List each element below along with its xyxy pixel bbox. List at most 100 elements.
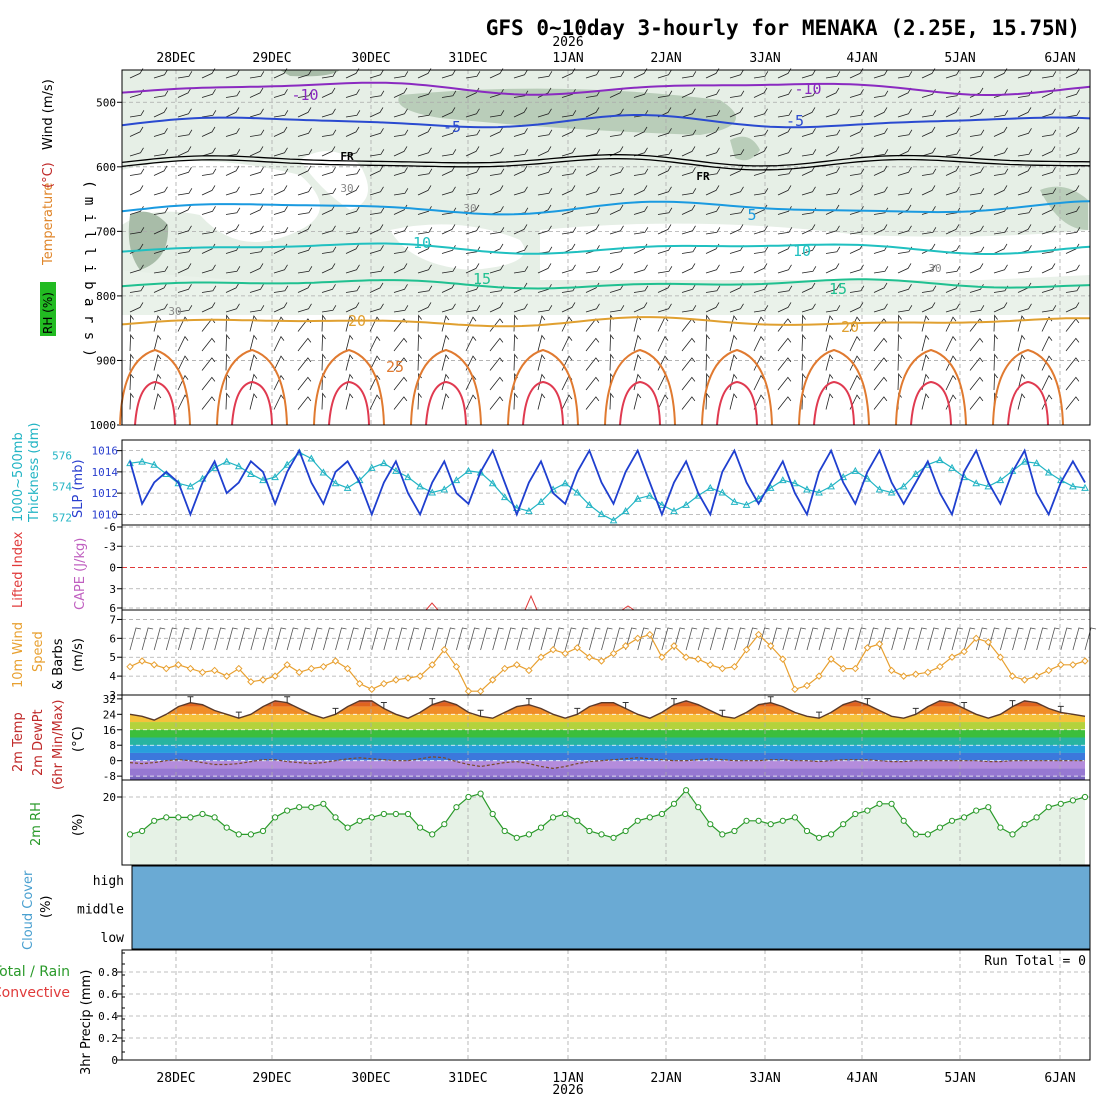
cloud-cover-panel: high middle low [77,865,1091,950]
thickness-marker [791,479,799,487]
upper-wind-barb [705,227,721,235]
upper-wind-barb [609,129,625,137]
upper-wind-barb [537,188,553,196]
upper-wind-barb [369,128,384,137]
wind-speed-marker [210,666,219,675]
upper-wind-barb [825,71,841,79]
rh-marker [816,834,823,841]
date-bottom-5JAN: 5JAN [944,1071,975,1086]
upper-wind-barb [825,263,840,274]
upper-wind-barb [1065,126,1080,137]
upper-wind-barb [441,90,457,98]
temp-max-marker [670,698,677,705]
upper-wind-barb [225,90,241,98]
wind-barb [782,627,794,651]
slp-thickness-panel: 1016 1014 1012 1010 576 574 572 [52,439,1091,526]
upper-wind-barb [369,266,385,274]
upper-wind-barb [1065,206,1080,215]
thickness-marker [392,466,400,474]
upper-wind-barb [153,282,168,293]
wind-barb [190,627,202,651]
upper-wind-barb [393,263,408,274]
thickness-marker [972,479,981,487]
temp-max-marker [961,702,968,709]
upper-wind-barb [345,264,360,274]
upper-wind-barb [417,392,422,410]
upper-wind-barb [513,149,529,157]
upper-wind-barb [441,282,456,293]
upper-wind-barb [465,355,477,371]
wind-speed-marker [1057,661,1065,669]
upper-wind-barb [393,376,408,391]
upper-wind-barb [585,376,600,391]
wind-barb [540,627,553,651]
temp-max-marker [477,709,484,717]
rh-marker [163,814,170,821]
wind-barb [734,627,746,651]
rh-marker [501,827,508,835]
upper-wind-barb [897,333,902,352]
upper-wind-barb [777,285,793,293]
upper-wind-barb [537,225,552,235]
contour-10 [121,242,1091,255]
rh-marker [139,827,146,835]
upper-wind-barb [225,128,240,137]
slp-1014-label: 1014 [92,466,119,479]
upper-wind-barb [441,245,456,254]
upper-wind-barb [897,284,912,293]
upper-wind-barb [993,168,1009,176]
upper-wind-barb [417,285,433,293]
upper-wind-barb [465,71,481,79]
upper-wind-barb [273,264,288,274]
rh-marker [864,807,871,814]
upper-wind-barb [465,146,480,157]
upper-wind-barb [297,245,312,254]
date-top-1JAN: 1JAN [552,51,583,66]
upper-wind-barb [513,128,528,137]
thickness-marker [464,466,473,474]
rh-marker [562,810,569,818]
upper-wind-barb [537,334,546,352]
upper-wind-barb [345,206,360,215]
upper-wind-barb [489,337,504,352]
contour-25-day0 [119,348,191,426]
year-label-bottom: 2026 [552,1083,583,1098]
upper-wind-barb [705,89,720,98]
contour-label-10: 10 [413,234,431,252]
upper-wind-barb [897,204,912,215]
temp-24-label: 24 [103,708,117,721]
wind-6-label: 6 [109,632,116,645]
thickness-marker [416,482,424,490]
temp-max-marker [429,698,436,705]
upper-wind-barb [897,71,913,79]
cloud-panel-frame [131,865,1091,950]
upper-wind-barb [321,353,326,371]
upper-wind-barb [537,146,552,157]
contour-25-day6 [701,348,773,426]
temp-band-7 [130,745,1085,753]
upper-wind-barb [993,302,1008,313]
upper-wind-barb [945,149,961,157]
upper-wind-barb [897,146,912,157]
upper-wind-barb [273,335,285,352]
upper-wind-barb [249,284,264,293]
upper-wind-barb [753,71,769,79]
upper-wind-barb [177,335,189,352]
upper-wind-barb [393,108,408,118]
wind-barb [480,627,492,651]
wind-speed-marker [924,668,932,677]
upper-wind-barb [417,89,432,98]
upper-wind-barb [201,376,216,391]
upper-wind-barb [633,227,649,235]
upper-wind-barb [561,302,576,313]
upper-wind-barb [345,185,360,196]
wind-speed-marker [198,668,207,677]
rh-badge-label: RH (%) [41,292,55,334]
wind-barb [939,627,951,651]
upper-wind-barb [609,167,624,176]
upper-wind-barb [129,333,134,352]
thickness-marker [174,479,183,487]
upper-wind-barb [657,165,672,176]
upper-wind-barb [417,185,432,196]
upper-ylabels: Temperature (°C) Wind (m/s) RH (%) ( m i… [40,79,97,357]
